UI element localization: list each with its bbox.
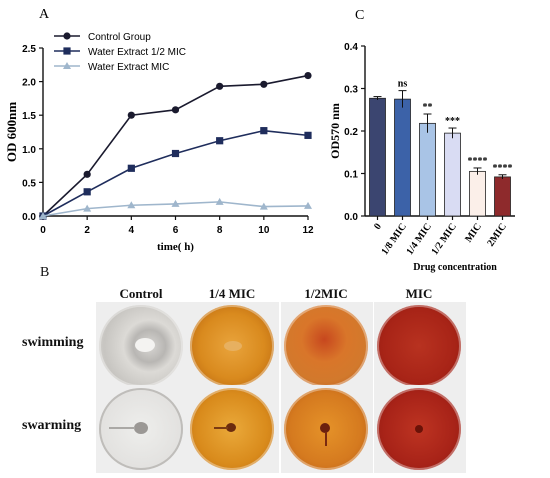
bar-group: **** 2MIC <box>485 163 512 249</box>
plate-swimming-half-mic <box>281 302 373 390</box>
plate-swimming-control <box>96 302 188 390</box>
series-3 <box>39 197 312 219</box>
plate-swarming-quarter-mic <box>187 385 279 473</box>
plate-swarming-mic <box>374 385 466 473</box>
bar <box>419 122 436 217</box>
panel-letter-b: B <box>40 265 50 280</box>
legend-marker <box>63 62 71 69</box>
y-tick-label: 2.5 <box>22 44 36 55</box>
data-point <box>260 127 268 135</box>
data-point <box>171 199 180 207</box>
x-tick-label: MIC <box>463 221 484 244</box>
y-tick-label: 0.0 <box>22 212 36 223</box>
x-tick-label: 4 <box>129 225 135 236</box>
x-axis-title: time( h) <box>157 241 194 253</box>
data-point <box>259 202 268 210</box>
y-tick-label: 0.4 <box>344 42 358 53</box>
column-header-quarter-mic: 1/4 MIC <box>208 286 256 301</box>
data-point <box>216 82 224 90</box>
y-tick-label: 0.0 <box>344 212 358 223</box>
significance-label: **** <box>468 156 488 167</box>
y-axis-title: OD570 nm <box>328 103 342 159</box>
data-point <box>83 188 91 196</box>
significance-label: ns <box>398 79 408 90</box>
legend: Control Group Water Extract 1/2 MIC Water … <box>54 32 186 73</box>
x-tick-label: 1/2 MIC <box>429 221 459 257</box>
bar <box>469 170 486 217</box>
data-point <box>83 170 91 178</box>
x-tick-label: 0 <box>40 225 46 236</box>
x-tick-label: 8 <box>217 225 223 236</box>
x-tick-label: 10 <box>258 225 270 236</box>
y-tick-label: 0.5 <box>22 178 36 189</box>
legend-label: Water Extract 1/2 MIC <box>88 47 186 58</box>
significance-label: *** <box>445 116 460 127</box>
plate-swimming-mic <box>374 302 466 390</box>
panel-c-bar-chart: C 0.0 0.1 0.2 0.3 0.4 OD570 nm 0 ns 1/8 MIC ** 1/4 … <box>325 0 550 290</box>
column-header-half-mic: 1/2MIC <box>304 286 348 301</box>
legend-marker <box>63 47 71 55</box>
row-label-swarming: swarming <box>22 418 82 433</box>
data-point <box>127 111 135 119</box>
y-tick-label: 2.0 <box>22 78 36 89</box>
data-point <box>39 212 47 219</box>
data-point <box>304 201 312 209</box>
panel-b-plate-grid: B Control 1/4 MIC 1/2MIC MIC swimming sw… <box>0 265 550 478</box>
significance-label: **** <box>493 163 513 174</box>
data-point <box>304 131 312 139</box>
x-axis-title: Drug concentration <box>413 262 497 273</box>
x-tick-label: 6 <box>173 225 179 236</box>
bar <box>444 132 461 217</box>
bar <box>369 97 386 217</box>
y-tick-label: 1.5 <box>22 111 36 122</box>
x-tick-label: 2 <box>84 225 90 236</box>
bar-group: **** MIC <box>463 156 487 245</box>
panel-letter-c: C <box>355 8 364 23</box>
row-label-swimming: swimming <box>22 335 84 350</box>
data-point <box>304 71 312 80</box>
data-point <box>216 137 224 145</box>
y-tick-label: 0.1 <box>344 170 358 181</box>
data-point <box>83 204 92 212</box>
column-header-mic: MIC <box>405 286 433 301</box>
series-1 <box>39 71 312 220</box>
y-axis-title: OD 600nm <box>4 102 19 162</box>
panel-a-line-chart: A 0.0 0.5 1.0 1.5 2.0 2.5 0 2 4 6 8 10 12 time( h) OD 6… <box>0 0 330 270</box>
legend-marker <box>63 32 71 40</box>
legend-label: Control Group <box>88 32 151 43</box>
bar <box>494 176 511 217</box>
data-point <box>215 197 224 205</box>
data-point <box>127 201 136 209</box>
y-tick-label: 0.3 <box>344 85 358 96</box>
bar-group: 0 <box>369 96 386 232</box>
x-tick-label: 12 <box>302 225 314 236</box>
data-point <box>171 149 180 158</box>
y-tick-label: 1.0 <box>22 145 36 156</box>
data-point <box>171 106 180 114</box>
legend-label: Water Extract MIC <box>88 62 169 73</box>
data-point <box>260 80 268 88</box>
plate-swarming-half-mic <box>281 385 373 473</box>
significance-label: ** <box>423 102 433 113</box>
y-tick-label: 0.2 <box>344 127 358 138</box>
x-tick-label: 2MIC <box>485 221 509 248</box>
data-point <box>127 164 135 172</box>
panel-letter-a: A <box>39 7 50 22</box>
plate-swimming-quarter-mic <box>187 302 279 390</box>
column-header-control: Control <box>119 286 163 301</box>
bar <box>394 98 411 217</box>
growth-curve-svg: A 0.0 0.5 1.0 1.5 2.0 2.5 0 2 4 6 8 10 12 time( h) OD 6… <box>4 7 314 253</box>
x-tick-label: 0 <box>372 221 384 231</box>
plate-swarming-control <box>96 385 188 473</box>
